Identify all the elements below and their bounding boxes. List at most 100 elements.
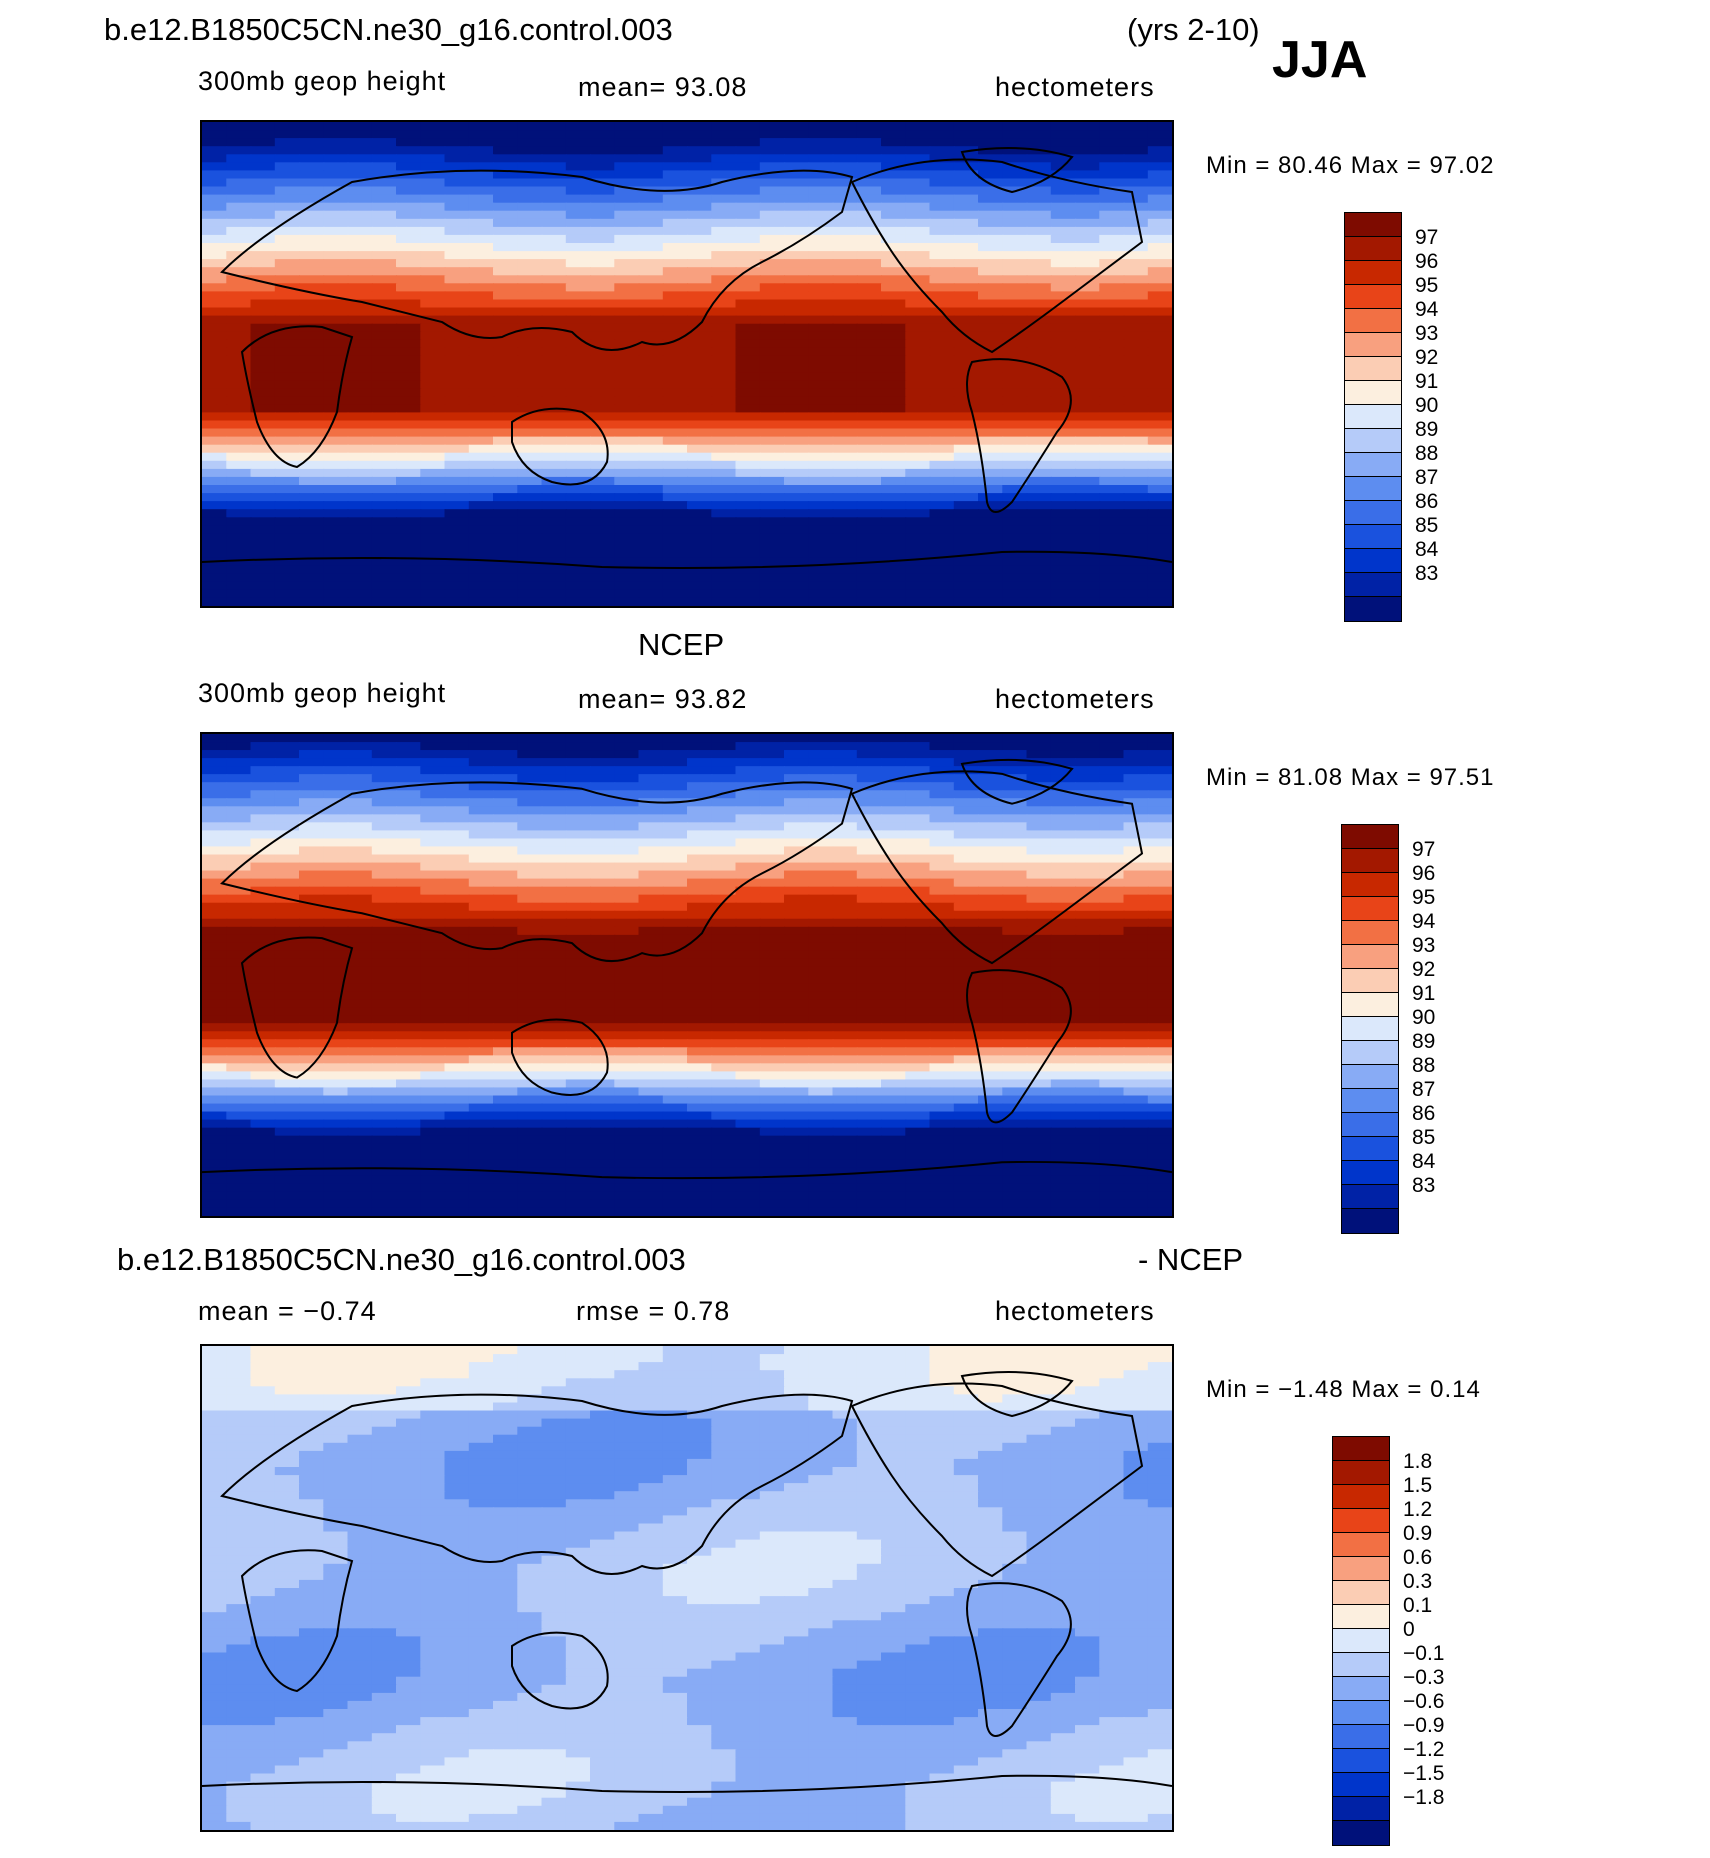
colorbar-tick-label: 93: [1415, 322, 1439, 345]
colorbar-tick-label: −1.8: [1403, 1786, 1445, 1809]
colorbar-swatch: [1345, 477, 1401, 501]
coastline-greenland: [960, 147, 1074, 194]
coastline-greenland: [960, 758, 1074, 805]
panel3-contour-field: [202, 1346, 1172, 1830]
colorbar-swatch: [1345, 429, 1401, 453]
panel2-colorbar-labels: 97 96 95 94 93 92 91 90 89 88 87 86 85 84 83: [1412, 838, 1435, 1198]
colorbar-swatch: [1342, 969, 1398, 993]
colorbar-tick-label: 95: [1412, 886, 1436, 909]
colorbar-swatch: [1345, 597, 1401, 621]
colorbar-tick-label: −0.9: [1403, 1714, 1445, 1737]
coastline-north-america: [850, 1382, 1144, 1578]
panel1-units: hectometers: [995, 72, 1155, 102]
panel3-case-title: b.e12.B1850C5CN.ne30_g16.control.003: [117, 1242, 686, 1277]
colorbar-tick-label: 84: [1412, 1150, 1436, 1173]
colorbar-tick-label: 86: [1412, 1102, 1436, 1125]
season-label: JJA: [1272, 31, 1368, 89]
colorbar-tick-label: 96: [1415, 250, 1439, 273]
colorbar-tick-label: 0: [1403, 1618, 1415, 1641]
coastline-north-america: [850, 770, 1144, 965]
coastline-greenland: [960, 1371, 1074, 1418]
panel2-contour-field: [202, 734, 1172, 1216]
colorbar-swatch: [1342, 1113, 1398, 1137]
colorbar-tick-label: 86: [1415, 490, 1439, 513]
panel1-variable: 300mb geop height: [198, 66, 447, 96]
colorbar-tick-label: 1.8: [1403, 1450, 1433, 1473]
colorbar-swatch: [1333, 1509, 1389, 1533]
colorbar-tick-label: −1.2: [1403, 1738, 1445, 1761]
colorbar-swatch: [1333, 1653, 1389, 1677]
colorbar-tick-label: 87: [1415, 466, 1439, 489]
panel1-map: [200, 120, 1174, 608]
colorbar-swatch: [1342, 873, 1398, 897]
colorbar-swatch: [1333, 1485, 1389, 1509]
panel3-units: hectometers: [995, 1296, 1155, 1326]
panel1-min-max: Min = 80.46 Max = 97.02: [1206, 152, 1495, 179]
colorbar-swatch: [1345, 237, 1401, 261]
coastline-eurasia: [220, 781, 854, 963]
panel3-mean: mean = −0.74: [198, 1296, 377, 1326]
colorbar-swatch: [1345, 309, 1401, 333]
colorbar-swatch: [1345, 573, 1401, 597]
colorbar-swatch: [1345, 381, 1401, 405]
coastline-australia: [511, 1631, 609, 1710]
panel1-contour-field: [202, 122, 1172, 606]
colorbar-swatch: [1333, 1821, 1389, 1845]
coastline-antarctica: [202, 1774, 1172, 1793]
colorbar-swatch: [1342, 1209, 1398, 1233]
colorbar-tick-label: −0.3: [1403, 1666, 1445, 1689]
panel2-min-max: Min = 81.08 Max = 97.51: [1206, 764, 1495, 791]
colorbar-tick-label: 85: [1412, 1126, 1436, 1149]
panel2-units: hectometers: [995, 684, 1155, 714]
colorbar-swatch: [1342, 1041, 1398, 1065]
colorbar-tick-label: 84: [1415, 538, 1439, 561]
colorbar-swatch: [1345, 453, 1401, 477]
colorbar-swatch: [1345, 333, 1401, 357]
colorbar-tick-label: 90: [1412, 1006, 1436, 1029]
colorbar-tick-label: 92: [1412, 958, 1436, 981]
colorbar-swatch: [1345, 405, 1401, 429]
colorbar-swatch: [1333, 1437, 1389, 1461]
coastline-eurasia: [220, 169, 854, 351]
colorbar-tick-label: 89: [1412, 1030, 1436, 1053]
panel2-map: [200, 732, 1174, 1218]
colorbar-tick-label: 88: [1412, 1054, 1436, 1077]
years-label: (yrs 2-10): [1127, 12, 1260, 47]
panel2-title: NCEP: [638, 627, 725, 662]
colorbar-tick-label: 87: [1412, 1078, 1436, 1101]
panel2-mean: mean= 93.82: [578, 684, 748, 714]
colorbar-tick-label: 1.2: [1403, 1498, 1433, 1521]
colorbar-swatch: [1333, 1461, 1389, 1485]
panel3-colorbar-labels: 1.8 1.5 1.2 0.9 0.6 0.3 0.1 0 −0.1 −0.3 −0.6 −0.9 −1…: [1403, 1450, 1444, 1810]
coastline-africa: [240, 936, 354, 1079]
coastline-antarctica: [202, 1160, 1172, 1180]
colorbar-tick-label: 88: [1415, 442, 1439, 465]
colorbar-swatch: [1342, 945, 1398, 969]
panel3-colorbar: [1332, 1436, 1390, 1846]
colorbar-tick-label: 0.9: [1403, 1522, 1433, 1545]
colorbar-swatch: [1342, 921, 1398, 945]
colorbar-tick-label: 90: [1415, 394, 1439, 417]
colorbar-tick-label: 91: [1412, 982, 1436, 1005]
colorbar-swatch: [1345, 525, 1401, 549]
colorbar-swatch: [1333, 1629, 1389, 1653]
coastline-antarctica: [202, 550, 1172, 569]
colorbar-swatch: [1342, 1065, 1398, 1089]
coastline-south-america: [966, 358, 1072, 513]
colorbar-swatch: [1333, 1701, 1389, 1725]
colorbar-swatch: [1333, 1749, 1389, 1773]
coastline-north-america: [850, 158, 1144, 354]
panel1-mean: mean= 93.08: [578, 72, 748, 102]
colorbar-tick-label: 0.1: [1403, 1594, 1433, 1617]
colorbar-tick-label: 97: [1415, 226, 1439, 249]
colorbar-swatch: [1345, 213, 1401, 237]
colorbar-swatch: [1342, 897, 1398, 921]
colorbar-tick-label: −1.5: [1403, 1762, 1445, 1785]
colorbar-swatch: [1345, 501, 1401, 525]
colorbar-swatch: [1342, 849, 1398, 873]
panel3-map: [200, 1344, 1174, 1832]
coastline-south-america: [966, 969, 1072, 1124]
coastline-australia: [511, 1018, 609, 1096]
coastline-australia: [511, 407, 609, 486]
colorbar-tick-label: 85: [1415, 514, 1439, 537]
